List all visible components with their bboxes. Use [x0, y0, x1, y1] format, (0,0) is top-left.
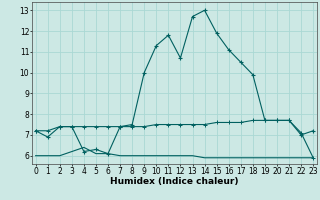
X-axis label: Humidex (Indice chaleur): Humidex (Indice chaleur)	[110, 177, 239, 186]
